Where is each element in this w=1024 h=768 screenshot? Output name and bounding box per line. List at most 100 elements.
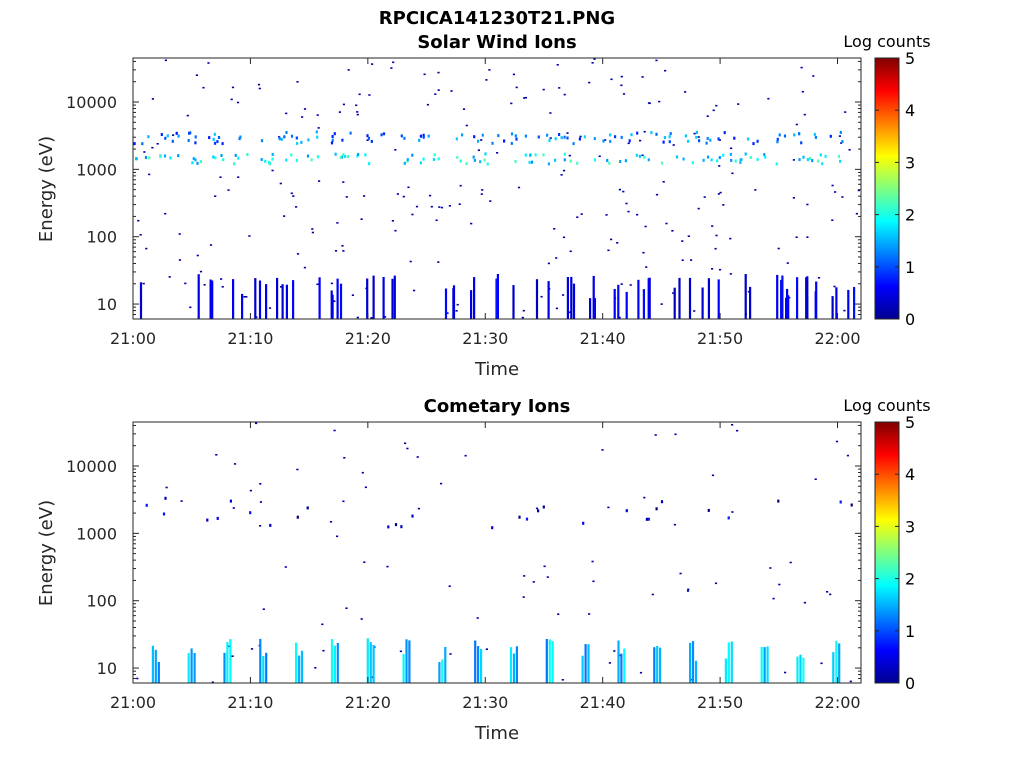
heatmap-cell (166, 134, 169, 138)
heatmap-cell (662, 140, 665, 144)
heatmap-cell (522, 309, 525, 312)
heatmap-cell (260, 158, 263, 161)
heatmap-cell (547, 262, 550, 265)
heatmap-cell (610, 238, 613, 241)
heatmap-cell (660, 500, 664, 504)
heatmap-cell (169, 156, 172, 160)
heatmap-cell (592, 275, 595, 319)
heatmap-cell (390, 67, 393, 69)
heatmap-cell (705, 141, 708, 145)
heatmap-cell (347, 69, 350, 71)
x-axis-label: Time (474, 359, 519, 380)
heatmap-cell (562, 169, 566, 172)
heatmap-cell (660, 303, 663, 305)
y-tick-label: 1000 (76, 160, 117, 179)
heatmap-cell (221, 142, 224, 146)
heatmap-cell (584, 644, 587, 683)
heatmap-cell (730, 641, 733, 683)
heatmap-cell (656, 646, 659, 683)
heatmap-cell (333, 645, 336, 683)
heatmap-cell (717, 279, 720, 319)
heatmap-cell (655, 59, 658, 62)
heatmap-cell (557, 613, 560, 615)
heatmap-cell (841, 196, 844, 198)
heatmap-cell (180, 500, 183, 502)
heatmap-cell (461, 133, 464, 137)
heatmap-cell (214, 195, 217, 197)
heatmap-cell (831, 219, 834, 221)
heatmap-cell (803, 601, 806, 604)
heatmap-cell (840, 142, 843, 144)
heatmap-cell (579, 135, 582, 138)
heatmap-cell (393, 275, 396, 319)
heatmap-cell (231, 655, 234, 657)
heatmap-cell (336, 222, 339, 224)
heatmap-cell (211, 280, 214, 319)
heatmap-cell (783, 134, 787, 138)
heatmap-cell (524, 96, 527, 99)
heatmap-cell (172, 134, 175, 136)
heatmap-cell (832, 652, 835, 683)
heatmap-cell (581, 655, 584, 683)
heatmap-area (133, 58, 860, 319)
heatmap-cell (619, 160, 622, 163)
heatmap-cell (432, 158, 435, 161)
heatmap-cell (837, 155, 840, 158)
heatmap-cell (342, 500, 345, 503)
heatmap-cell (503, 139, 506, 143)
heatmap-cell (233, 162, 236, 166)
heatmap-cell (576, 161, 579, 165)
heatmap-cell (175, 131, 178, 135)
heatmap-cell (496, 274, 499, 319)
heatmap-cell (672, 292, 675, 294)
heatmap-cell (156, 143, 159, 145)
heatmap-cell (209, 279, 212, 319)
heatmap-cell (778, 583, 781, 586)
heatmap-cell (568, 311, 571, 314)
heatmap-cell (580, 213, 583, 215)
heatmap-cell (803, 113, 806, 116)
heatmap-cell (592, 580, 595, 583)
heatmap-cell (339, 283, 343, 319)
heatmap-cell (346, 155, 349, 159)
heatmap-cell (448, 205, 451, 207)
heatmap-cell (679, 572, 682, 575)
heatmap-cell (849, 680, 852, 683)
panel-title: Solar Wind Ions (417, 32, 576, 53)
heatmap-cell (598, 155, 601, 158)
heatmap-cell (693, 132, 696, 135)
heatmap-cell (472, 155, 475, 159)
heatmap-cell (617, 284, 620, 319)
heatmap-cell (569, 159, 572, 163)
heatmap-cell (338, 111, 341, 113)
heatmap-cell (285, 131, 288, 134)
heatmap-cell (665, 222, 668, 225)
heatmap-cell (675, 155, 679, 159)
heatmap-cell (702, 158, 705, 162)
heatmap-cell (635, 153, 638, 157)
heatmap-cell (763, 153, 766, 157)
heatmap-cell (737, 103, 740, 105)
heatmap-cell (760, 646, 763, 683)
heatmap-cell (216, 140, 219, 144)
heatmap-cell (330, 141, 334, 145)
heatmap-cell (766, 646, 769, 683)
heatmap-cell (731, 172, 734, 175)
heatmap-cell (231, 86, 235, 89)
heatmap-cell (535, 279, 539, 319)
heatmap-cell (245, 296, 248, 298)
heatmap-cell (351, 294, 354, 296)
heatmap-cell (588, 613, 591, 615)
heatmap-cell (249, 511, 252, 515)
heatmap-cell (554, 137, 557, 141)
heatmap-cell (229, 499, 232, 503)
heatmap-cell (459, 184, 462, 187)
heatmap-cell (618, 316, 621, 319)
heatmap-cell (671, 230, 674, 232)
heatmap-cell (613, 289, 616, 319)
x-tick-label: 21:10 (227, 693, 273, 712)
panel-cometary: Cometary Ions 21:00 21:10 21:20 21:30 21:40 2… (36, 396, 931, 744)
heatmap-cell (655, 132, 658, 136)
heatmap-cell (739, 160, 742, 164)
heatmap-cell (331, 135, 334, 138)
